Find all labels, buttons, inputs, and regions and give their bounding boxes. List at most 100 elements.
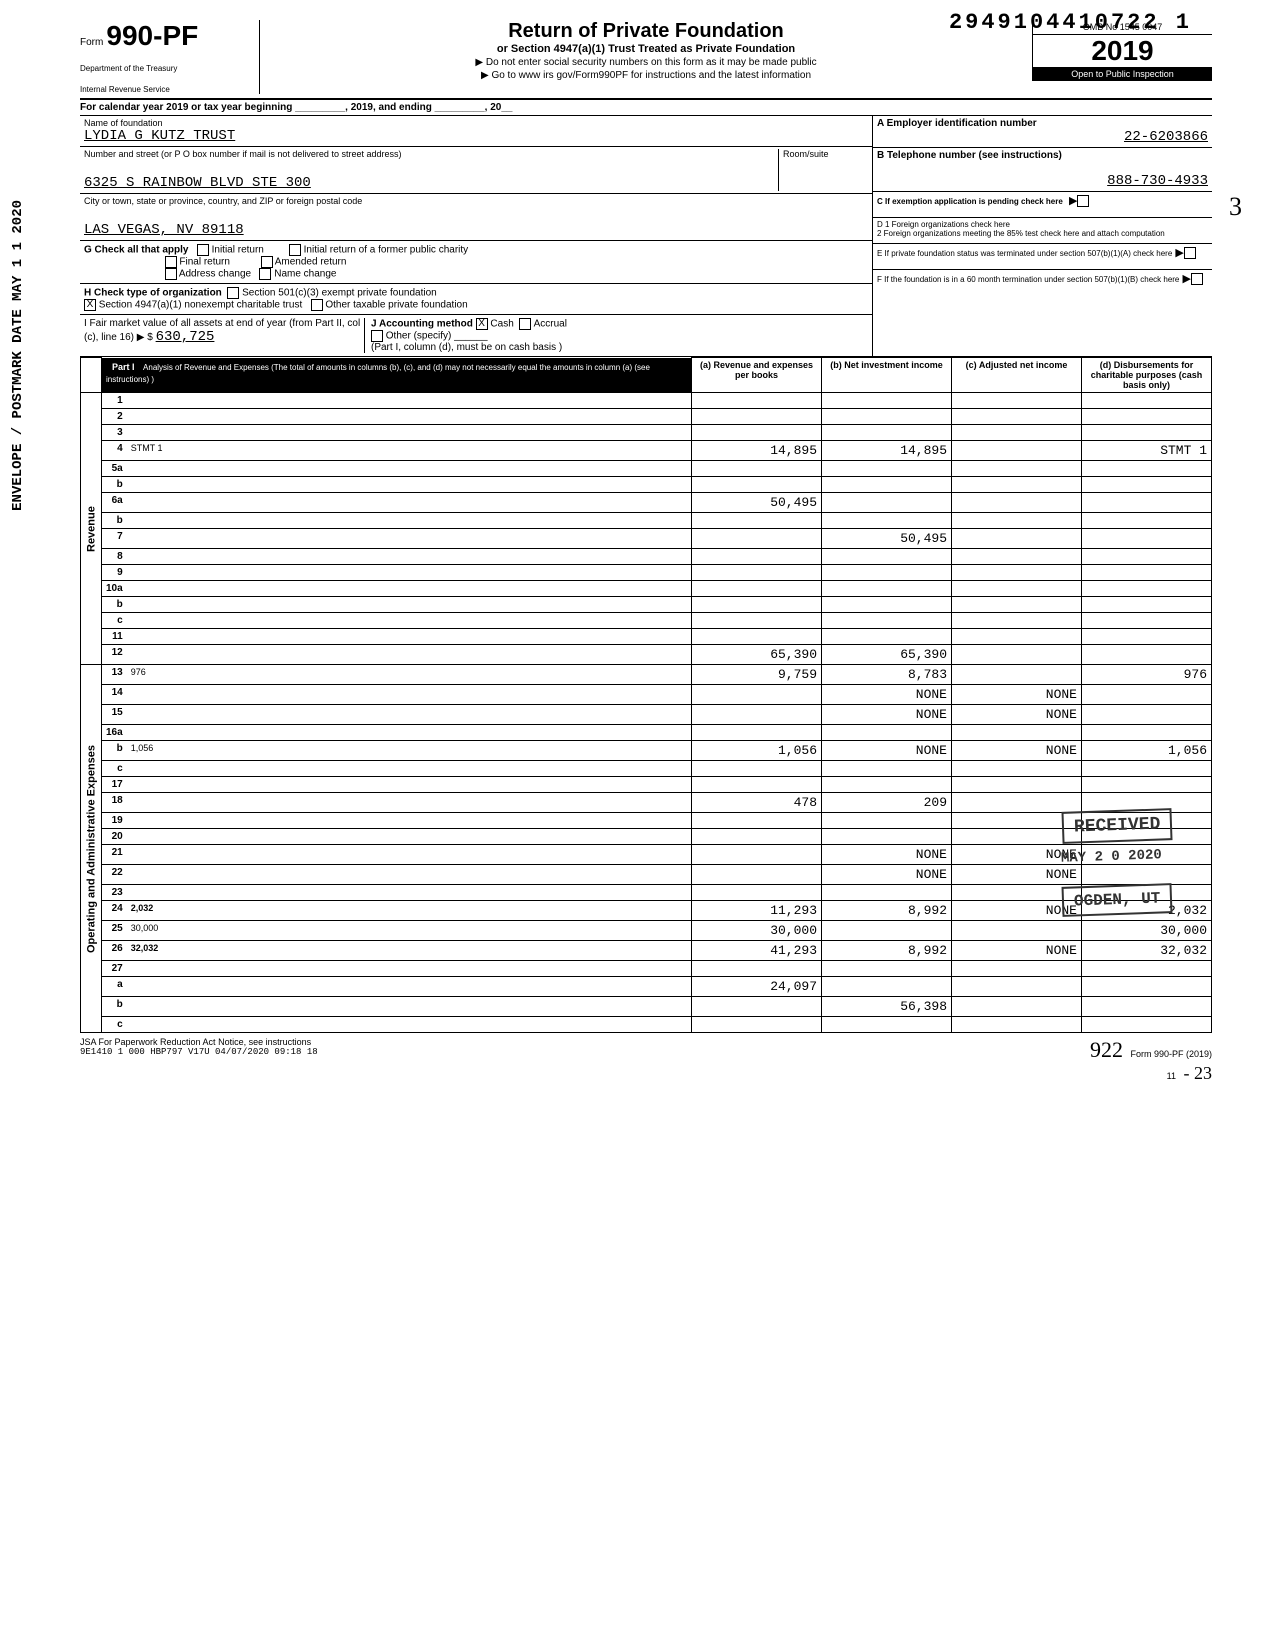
check-4947[interactable]: X <box>84 299 96 311</box>
row-description: 30,000 <box>127 921 692 941</box>
amount-cell <box>692 409 822 425</box>
amount-cell <box>822 1017 952 1033</box>
dept-treasury: Department of the Treasury <box>80 64 249 73</box>
amount-cell <box>692 597 822 613</box>
f-label: F If the foundation is in a 60 month ter… <box>877 275 1179 284</box>
amount-cell <box>952 997 1082 1017</box>
g-label: G Check all that apply <box>84 245 188 256</box>
row-number: 11 <box>102 629 127 645</box>
amount-cell <box>952 961 1082 977</box>
row-description: 1,056 <box>127 741 692 761</box>
row-number: 21 <box>102 845 127 865</box>
amount-cell: NONE <box>822 865 952 885</box>
row-description <box>127 597 692 613</box>
amount-cell <box>1082 513 1212 529</box>
amount-cell <box>822 461 952 477</box>
check-other-method[interactable] <box>371 330 383 342</box>
col-d-header: (d) Disbursements for charitable purpose… <box>1082 358 1212 393</box>
row-number: 6a <box>102 493 127 513</box>
table-row: 3 <box>81 425 1212 441</box>
amount-cell <box>822 581 952 597</box>
opt-cash: Cash <box>490 319 513 330</box>
amount-cell <box>692 565 822 581</box>
dept-irs: Internal Revenue Service <box>80 85 249 94</box>
table-row: 11 <box>81 629 1212 645</box>
row-number: 10a <box>102 581 127 597</box>
row-number: 8 <box>102 549 127 565</box>
amount-cell <box>952 393 1082 409</box>
check-501c3[interactable] <box>227 287 239 299</box>
amount-cell <box>952 977 1082 997</box>
row-number: b <box>102 997 127 1017</box>
table-row: 2632,03241,2938,992NONE32,032 <box>81 941 1212 961</box>
subtitle-2: ▶ Do not enter social security numbers o… <box>270 57 1022 68</box>
opt-other-method: Other (specify) <box>386 331 452 342</box>
table-row: 2530,00030,00030,000 <box>81 921 1212 941</box>
form-number: 990-PF <box>106 20 198 51</box>
street-label: Number and street (or P O box number if … <box>84 149 778 159</box>
amount-cell <box>952 477 1082 493</box>
amount-cell <box>1082 425 1212 441</box>
amount-cell <box>822 961 952 977</box>
amount-cell <box>952 777 1082 793</box>
table-row: c <box>81 761 1212 777</box>
amount-cell <box>692 685 822 705</box>
handwritten-margin: - 23 <box>1184 1063 1213 1083</box>
check-initial[interactable] <box>197 244 209 256</box>
check-other-tax[interactable] <box>311 299 323 311</box>
amount-cell: 1,056 <box>692 741 822 761</box>
amount-cell <box>692 865 822 885</box>
amount-cell: 56,398 <box>822 997 952 1017</box>
check-amended[interactable] <box>261 256 273 268</box>
row-description: 32,032 <box>127 941 692 961</box>
amount-cell <box>692 961 822 977</box>
row-number: 26 <box>102 941 127 961</box>
row-description <box>127 761 692 777</box>
c-row: C If exemption application is pending ch… <box>873 192 1212 218</box>
row-description <box>127 425 692 441</box>
table-row: 27 <box>81 961 1212 977</box>
row-number: 19 <box>102 813 127 829</box>
col-a-header: (a) Revenue and expenses per books <box>692 358 822 393</box>
check-former[interactable] <box>289 244 301 256</box>
table-row: 23 <box>81 885 1212 901</box>
amount-cell: 8,783 <box>822 665 952 685</box>
amount-cell <box>952 921 1082 941</box>
name-row: Name of foundation LYDIA G KUTZ TRUST <box>80 116 872 147</box>
table-row: b1,0561,056NONENONE1,056 <box>81 741 1212 761</box>
street-address: 6325 S RAINBOW BLVD STE 300 <box>84 175 778 191</box>
amount-cell <box>952 461 1082 477</box>
check-e[interactable] <box>1184 247 1196 259</box>
amount-cell <box>692 761 822 777</box>
amount-cell: NONE <box>952 941 1082 961</box>
c-label: C If exemption application is pending ch… <box>877 197 1063 206</box>
check-address[interactable] <box>165 268 177 280</box>
check-f[interactable] <box>1191 273 1203 285</box>
check-c[interactable] <box>1077 195 1089 207</box>
amount-cell <box>952 565 1082 581</box>
amount-cell <box>692 461 822 477</box>
check-final[interactable] <box>165 256 177 268</box>
row-number: 15 <box>102 705 127 725</box>
form-prefix: Form <box>80 37 103 48</box>
row-description <box>127 845 692 865</box>
main-title: Return of Private Foundation <box>270 20 1022 43</box>
check-cash[interactable]: X <box>476 318 488 330</box>
check-name[interactable] <box>259 268 271 280</box>
row-number: c <box>102 1017 127 1033</box>
row-description <box>127 997 692 1017</box>
j-label: J Accounting method <box>371 319 473 330</box>
amount-cell <box>1082 581 1212 597</box>
table-row: 8 <box>81 549 1212 565</box>
amount-cell <box>822 409 952 425</box>
amount-cell <box>692 513 822 529</box>
amount-cell <box>1082 493 1212 513</box>
row-number: 24 <box>102 901 127 921</box>
row-number: b <box>102 597 127 613</box>
opt-address: Address change <box>179 269 251 280</box>
amount-cell <box>692 725 822 741</box>
amount-cell <box>952 441 1082 461</box>
check-accrual[interactable] <box>519 318 531 330</box>
ij-row: I Fair market value of all assets at end… <box>80 315 872 356</box>
amount-cell <box>822 493 952 513</box>
